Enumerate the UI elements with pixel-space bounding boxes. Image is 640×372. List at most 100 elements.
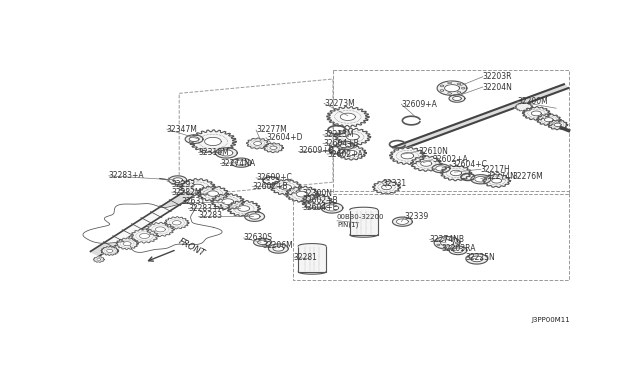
Polygon shape bbox=[340, 143, 351, 148]
Polygon shape bbox=[123, 242, 131, 246]
Text: 32283+A: 32283+A bbox=[188, 204, 224, 213]
Polygon shape bbox=[246, 138, 269, 149]
Polygon shape bbox=[211, 193, 244, 209]
Polygon shape bbox=[325, 205, 339, 211]
Polygon shape bbox=[264, 143, 284, 153]
Polygon shape bbox=[545, 118, 553, 122]
Text: 32225N: 32225N bbox=[466, 253, 495, 262]
Polygon shape bbox=[156, 227, 165, 232]
Polygon shape bbox=[483, 174, 511, 187]
Polygon shape bbox=[444, 237, 447, 239]
Polygon shape bbox=[437, 81, 467, 95]
Polygon shape bbox=[432, 164, 450, 173]
Polygon shape bbox=[101, 246, 118, 255]
Polygon shape bbox=[451, 170, 461, 176]
Polygon shape bbox=[269, 244, 289, 253]
Polygon shape bbox=[434, 237, 460, 249]
Text: 32206M: 32206M bbox=[262, 241, 293, 250]
Polygon shape bbox=[131, 229, 158, 243]
Polygon shape bbox=[440, 165, 472, 181]
Text: 32276M: 32276M bbox=[513, 173, 543, 182]
Polygon shape bbox=[253, 238, 271, 246]
Polygon shape bbox=[169, 176, 187, 185]
Polygon shape bbox=[191, 184, 204, 190]
Polygon shape bbox=[227, 201, 260, 217]
Polygon shape bbox=[411, 156, 442, 171]
Polygon shape bbox=[372, 180, 401, 194]
Text: 32602+A: 32602+A bbox=[432, 155, 468, 164]
Polygon shape bbox=[455, 242, 458, 244]
Polygon shape bbox=[172, 221, 181, 225]
Polygon shape bbox=[107, 249, 113, 253]
Polygon shape bbox=[452, 96, 461, 100]
Polygon shape bbox=[147, 222, 174, 237]
Text: 32347M: 32347M bbox=[167, 125, 198, 134]
Polygon shape bbox=[301, 194, 333, 209]
Text: 32283+A: 32283+A bbox=[109, 171, 145, 180]
Polygon shape bbox=[189, 137, 199, 141]
Text: 32282M: 32282M bbox=[172, 187, 202, 197]
Polygon shape bbox=[347, 150, 357, 155]
Polygon shape bbox=[471, 175, 491, 184]
Polygon shape bbox=[436, 240, 440, 241]
Polygon shape bbox=[453, 248, 463, 253]
Polygon shape bbox=[461, 87, 465, 89]
Polygon shape bbox=[173, 178, 182, 183]
Polygon shape bbox=[396, 219, 408, 224]
Polygon shape bbox=[390, 147, 425, 164]
Polygon shape bbox=[216, 148, 237, 158]
Text: 32602+A: 32602+A bbox=[327, 150, 363, 158]
Text: 32610N: 32610N bbox=[419, 147, 449, 156]
Text: 32604+E: 32604+E bbox=[302, 203, 337, 212]
Polygon shape bbox=[531, 111, 541, 116]
Polygon shape bbox=[452, 238, 454, 240]
Polygon shape bbox=[448, 82, 451, 84]
Text: 32274NB: 32274NB bbox=[429, 235, 465, 244]
Text: 32331: 32331 bbox=[383, 179, 406, 188]
Text: J3PP00M11: J3PP00M11 bbox=[531, 317, 570, 323]
Polygon shape bbox=[83, 203, 222, 252]
Polygon shape bbox=[475, 177, 487, 182]
Polygon shape bbox=[93, 257, 104, 262]
Text: 32339: 32339 bbox=[405, 212, 429, 221]
Text: 32630S: 32630S bbox=[244, 234, 273, 243]
Polygon shape bbox=[436, 166, 447, 171]
Text: 32631: 32631 bbox=[182, 197, 206, 206]
Polygon shape bbox=[312, 199, 323, 204]
Polygon shape bbox=[340, 113, 355, 121]
Polygon shape bbox=[452, 246, 454, 247]
Text: 32277M: 32277M bbox=[256, 125, 287, 135]
Text: 32609+B: 32609+B bbox=[298, 146, 334, 155]
Polygon shape bbox=[522, 107, 550, 120]
Text: 32609+A: 32609+A bbox=[401, 100, 437, 109]
Polygon shape bbox=[536, 114, 561, 125]
Polygon shape bbox=[444, 247, 447, 248]
Polygon shape bbox=[298, 246, 326, 272]
Polygon shape bbox=[548, 120, 568, 130]
Polygon shape bbox=[401, 153, 413, 159]
Polygon shape bbox=[237, 206, 250, 211]
Polygon shape bbox=[140, 234, 150, 238]
Text: 00B30-32200
PIN(1): 00B30-32200 PIN(1) bbox=[337, 214, 385, 228]
Polygon shape bbox=[350, 210, 378, 235]
Polygon shape bbox=[471, 256, 483, 262]
Polygon shape bbox=[457, 92, 461, 93]
Text: 32310M: 32310M bbox=[198, 148, 228, 157]
Text: 32602+B: 32602+B bbox=[302, 196, 338, 205]
Polygon shape bbox=[97, 259, 101, 260]
Polygon shape bbox=[393, 84, 568, 151]
Text: 32203R: 32203R bbox=[483, 72, 512, 81]
Text: 32604+C: 32604+C bbox=[451, 160, 487, 169]
Text: 32283: 32283 bbox=[198, 211, 222, 221]
Text: FRONT: FRONT bbox=[177, 237, 206, 258]
Polygon shape bbox=[346, 134, 359, 140]
Polygon shape bbox=[244, 212, 264, 221]
Polygon shape bbox=[220, 150, 233, 156]
Polygon shape bbox=[90, 191, 193, 256]
Text: 32213M: 32213M bbox=[323, 130, 354, 140]
Polygon shape bbox=[335, 128, 371, 145]
Polygon shape bbox=[327, 107, 369, 127]
Text: 32300N: 32300N bbox=[302, 189, 332, 198]
Polygon shape bbox=[321, 203, 343, 213]
Polygon shape bbox=[392, 217, 412, 226]
